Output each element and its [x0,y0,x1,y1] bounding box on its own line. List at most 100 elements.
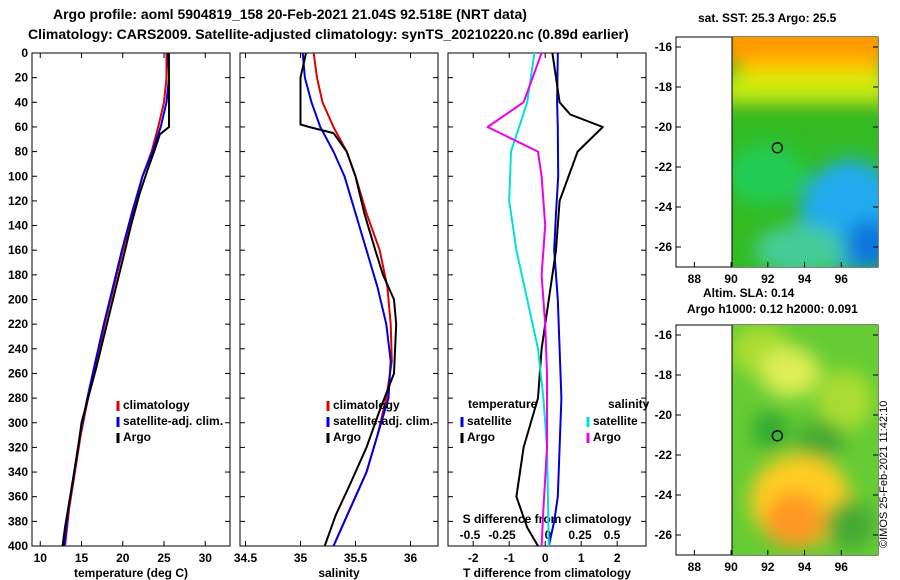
sla-map-subtitle: Argo h1000: 0.12 h2000: 0.091 [687,302,858,316]
x-tick-label: 20 [116,551,130,565]
map-x-tick-label: 94 [798,272,812,286]
y-tick-label: 340 [8,465,28,479]
series-argo [299,52,398,547]
y-tick-label: 180 [8,268,28,282]
legend-label: Argo [467,430,495,444]
panel-salinity: 34.5 35 35.5 36 salinity climatology satellite… [234,52,439,580]
sst-field [732,37,878,267]
top-x-tick-label: -0.25 [488,528,516,542]
sla-field [732,325,878,555]
sst-map: 88 90 92 94 96 -16 -18 -20 -22 -24 -26 [655,36,879,286]
map-x-tick-label: 90 [724,272,738,286]
map-y-tick-label: -26 [655,240,673,254]
legend-label: satellite-adj. clim. [123,414,223,428]
y-tick-label: 280 [8,391,28,405]
x-tick-label: 34.5 [234,551,258,565]
legend-label: satellite [467,414,512,428]
y-tick-label: 0 [21,46,28,60]
panel-temperature: 0 20 40 60 80 100 120 140 160 180 200 220 240 260 280 3… [8,46,231,580]
series-t-argo [515,52,604,547]
y-tick-label: 320 [8,440,28,454]
y-tick-label: 240 [8,342,28,356]
map-y-tick-label: -20 [655,120,673,134]
y-tick-label: 220 [8,317,28,331]
series-satellite-adj-clim- [301,52,392,547]
y-tick-label: 380 [8,514,28,528]
series-s-argo [486,52,548,547]
legend-title-salinity: salinity [608,397,650,411]
map-y-tick-label: -26 [655,528,673,542]
y-tick-label: 100 [8,169,28,183]
x-tick-label: 25 [157,551,171,565]
x-tick-label: 30 [199,551,213,565]
top-x-tick-label: 0.5 [604,528,621,542]
sla-map-title: Altim. SLA: 0.14 [703,286,795,300]
y-tick-label: 60 [15,120,29,134]
y-tick-label: 20 [15,71,29,85]
legend-label: Argo [123,430,151,444]
x-tick-label: 36 [404,551,418,565]
x-tick-label: 1 [578,551,585,565]
sst-map-title: sat. SST: 25.3 Argo: 25.5 [698,11,837,25]
y-tick-label: 120 [8,194,28,208]
x-tick-label: 15 [75,551,89,565]
plot-frame [31,52,231,547]
x-tick-label: 0 [542,551,549,565]
float-position-marker [771,430,783,442]
x-tick-label: -1 [504,551,515,565]
map-y-tick-label: -16 [655,40,673,54]
map-y-tick-label: -20 [655,408,673,422]
series-argo [61,52,170,547]
plot-frame [239,52,439,547]
y-tick-label: 40 [15,95,29,109]
map-x-tick-label: 96 [835,272,849,286]
map-y-tick-label: -24 [655,200,673,214]
x-tick-label: 35.5 [344,551,368,565]
float-position-marker [771,142,783,154]
map-x-tick-label: 88 [688,560,702,574]
top-x-axis-label: S difference from climatology [463,512,632,526]
legend-label: climatology [123,398,190,412]
y-tick-label: 160 [8,243,28,257]
copyright-stamp: ©IMOS 25-Feb-2021 11:42:10 [878,400,890,548]
title-line-2: Climatology: CARS2009. Satellite-adjuste… [28,26,629,42]
map-x-tick-label: 94 [798,560,812,574]
map-x-tick-label: 96 [835,560,849,574]
x-tick-label: 35 [294,551,308,565]
map-y-tick-label: -22 [655,160,673,174]
legend-label: Argo [593,430,621,444]
series-t-satellite [547,52,563,547]
y-tick-label: 80 [15,145,29,159]
map-x-tick-label: 92 [761,560,775,574]
map-y-tick-label: -24 [655,488,673,502]
map-y-tick-label: -22 [655,448,673,462]
top-x-tick-label: 0.25 [568,528,592,542]
map-y-tick-label: -18 [655,80,673,94]
legend-label: Argo [333,430,361,444]
y-tick-label: 200 [8,293,28,307]
y-tick-label: 260 [8,366,28,380]
map-x-tick-label: 92 [761,272,775,286]
panel-difference: -2 -1 0 1 2T difference from climatology S di… [447,52,650,580]
legend-label: climatology [333,398,400,412]
y-tick-label: 300 [8,416,28,430]
legend-label: satellite-adj. clim. [333,414,433,428]
x-axis-label: temperature (deg C) [74,566,188,580]
series-s-satellite [508,52,550,547]
y-tick-label: 360 [8,490,28,504]
y-tick-label: 400 [8,539,28,553]
x-tick-label: -2 [468,551,479,565]
map-x-tick-label: 90 [724,560,738,574]
top-x-tick-label: -0.5 [460,528,481,542]
x-axis-label: salinity [318,566,360,580]
legend-label: satellite [593,414,638,428]
title-line-1: Argo profile: aoml 5904819_158 20-Feb-20… [53,6,527,22]
legend-title-temperature: temperature [468,397,538,411]
y-tick-label: 140 [8,219,28,233]
x-axis-label: T difference from climatology [463,566,631,580]
x-tick-label: 10 [34,551,48,565]
map-y-tick-label: -16 [655,328,673,342]
map-x-tick-label: 88 [688,272,702,286]
x-tick-label: 2 [614,551,621,565]
